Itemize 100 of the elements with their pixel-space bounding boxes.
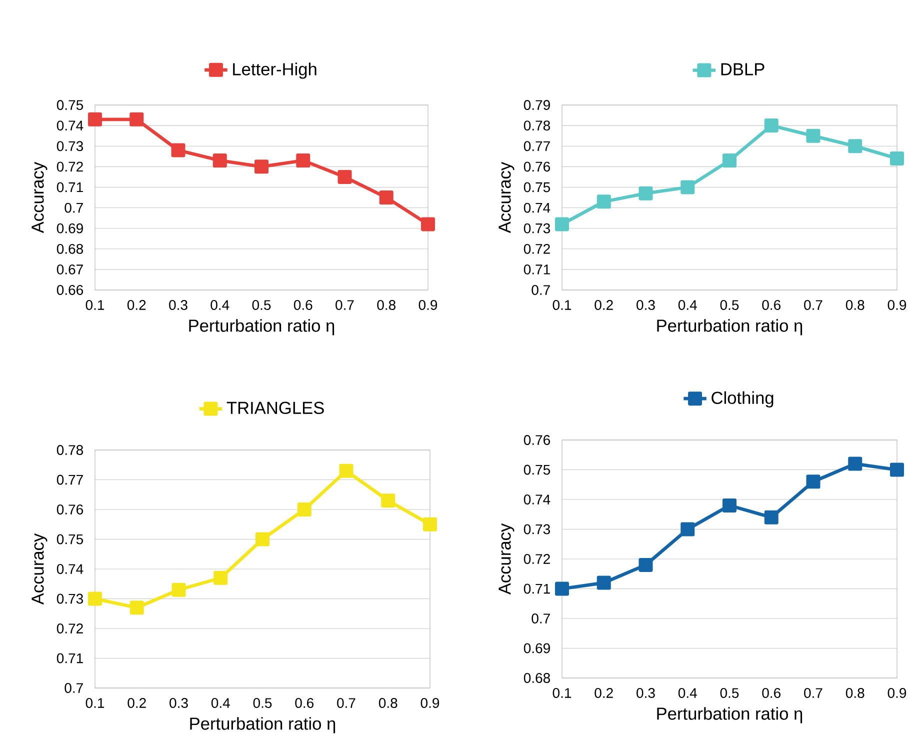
x-tick-label: 0.1: [552, 688, 572, 698]
y-tick-label: 0.75: [524, 464, 550, 475]
y-tick-label: 0.72: [56, 162, 83, 172]
y-tick-label: 0.71: [56, 182, 83, 192]
y-tick-label: 0.7: [532, 614, 550, 624]
point: [722, 498, 736, 512]
y-tick-label: 0.7: [532, 285, 550, 295]
x-tick-label: 0.5: [720, 300, 739, 310]
point: [379, 190, 394, 205]
x-tick-label: 0.4: [678, 688, 697, 698]
y-tick-label: 0.73: [56, 141, 84, 152]
y-tick-label: 0.71: [56, 653, 83, 664]
y-tick-label: 0.68: [524, 673, 550, 683]
y-tick-label: 0.78: [524, 120, 550, 131]
point: [130, 600, 144, 615]
point: [890, 151, 904, 166]
point: [172, 582, 186, 597]
x-tick-label: 0.5: [253, 698, 272, 708]
point: [297, 502, 312, 517]
point: [848, 456, 862, 471]
y-tick-label: 0.73: [56, 594, 84, 604]
y-tick-label: 0.72: [524, 244, 550, 254]
x-tick-label: 0.1: [86, 300, 104, 310]
x-tick-label: 0.2: [594, 688, 613, 698]
y-tick-label: 0.71: [524, 264, 550, 274]
point: [171, 143, 186, 158]
x-tick-label: 0.5: [252, 300, 271, 310]
point: [680, 522, 695, 536]
point: [88, 592, 102, 606]
y-axis-title: Accuracy: [498, 162, 514, 234]
y-tick-label: 0.69: [56, 223, 83, 234]
y-tick-label: 0.74: [524, 494, 550, 504]
x-tick-label: 0.5: [720, 688, 739, 698]
point: [764, 118, 778, 133]
point: [596, 576, 611, 590]
y-tick-label: 0.69: [524, 643, 550, 654]
x-tick-label: 0.9: [418, 300, 438, 310]
legend-label: Letter-High: [233, 62, 316, 79]
x-tick-label: 0.3: [636, 300, 655, 310]
x-tick-label: 0.3: [169, 300, 188, 310]
point: [848, 139, 862, 154]
point: [722, 154, 736, 168]
y-tick-label: 0.68: [56, 244, 84, 254]
y-tick-label: 0.72: [56, 624, 83, 634]
y-tick-label: 0.74: [56, 120, 84, 131]
x-tick-label: 0.8: [846, 688, 864, 698]
x-tick-label: 0.4: [210, 300, 230, 310]
y-tick-label: 0.77: [524, 141, 550, 152]
x-axis-title: Perturbation ratio η: [189, 319, 334, 336]
x-tick-label: 0.6: [294, 300, 312, 310]
x-tick-label: 0.6: [762, 688, 780, 698]
x-tick-label: 0.9: [888, 688, 906, 698]
y-tick-label: 0.71: [524, 584, 550, 594]
x-tick-label: 0.4: [211, 698, 230, 708]
x-tick-label: 0.2: [128, 698, 146, 708]
y-axis-title: Accuracy: [32, 162, 48, 234]
y-tick-label: 0.75: [56, 100, 84, 110]
point: [214, 570, 228, 585]
point: [339, 464, 354, 478]
point: [890, 462, 904, 477]
point: [638, 186, 653, 200]
point: [212, 154, 227, 168]
x-tick-label: 0.3: [636, 688, 655, 698]
y-tick-label: 0.73: [524, 223, 550, 234]
legend-label: TRIANGLES: [226, 402, 324, 414]
point: [381, 494, 396, 508]
legend-label: Clothing: [712, 391, 774, 408]
x-tick-label: 0.7: [804, 688, 822, 698]
x-tick-label: 0.1: [86, 698, 104, 708]
y-tick-label: 0.77: [56, 474, 83, 485]
point: [806, 474, 820, 489]
x-tick-label: 0.8: [846, 300, 864, 310]
point: [555, 217, 570, 232]
point: [596, 194, 611, 209]
point: [420, 217, 435, 232]
point: [638, 558, 653, 572]
x-axis-title: Perturbation ratio η: [657, 707, 802, 724]
legend-label: DBLP: [721, 63, 764, 76]
x-tick-label: 0.9: [888, 300, 906, 310]
y-axis-title: Accuracy: [32, 533, 48, 605]
y-tick-label: 0.76: [56, 504, 84, 514]
point: [555, 582, 570, 596]
y-tick-label: 0.67: [56, 264, 83, 274]
x-tick-label: 0.6: [762, 300, 780, 310]
y-tick-label: 0.79: [524, 100, 550, 110]
y-tick-label: 0.66: [56, 285, 84, 295]
point: [422, 517, 437, 532]
x-tick-label: 0.1: [552, 300, 572, 310]
y-tick-label: 0.76: [524, 435, 550, 445]
x-axis-title: Perturbation ratio η: [190, 717, 336, 734]
y-tick-label: 0.75: [524, 182, 550, 192]
point: [806, 128, 820, 143]
point: [254, 160, 268, 174]
x-tick-label: 0.4: [678, 300, 697, 310]
y-tick-label: 0.76: [524, 162, 550, 172]
x-tick-label: 0.2: [594, 300, 613, 310]
point: [255, 532, 270, 546]
point: [338, 170, 352, 184]
y-tick-label: 0.74: [524, 202, 550, 213]
point: [764, 510, 778, 524]
